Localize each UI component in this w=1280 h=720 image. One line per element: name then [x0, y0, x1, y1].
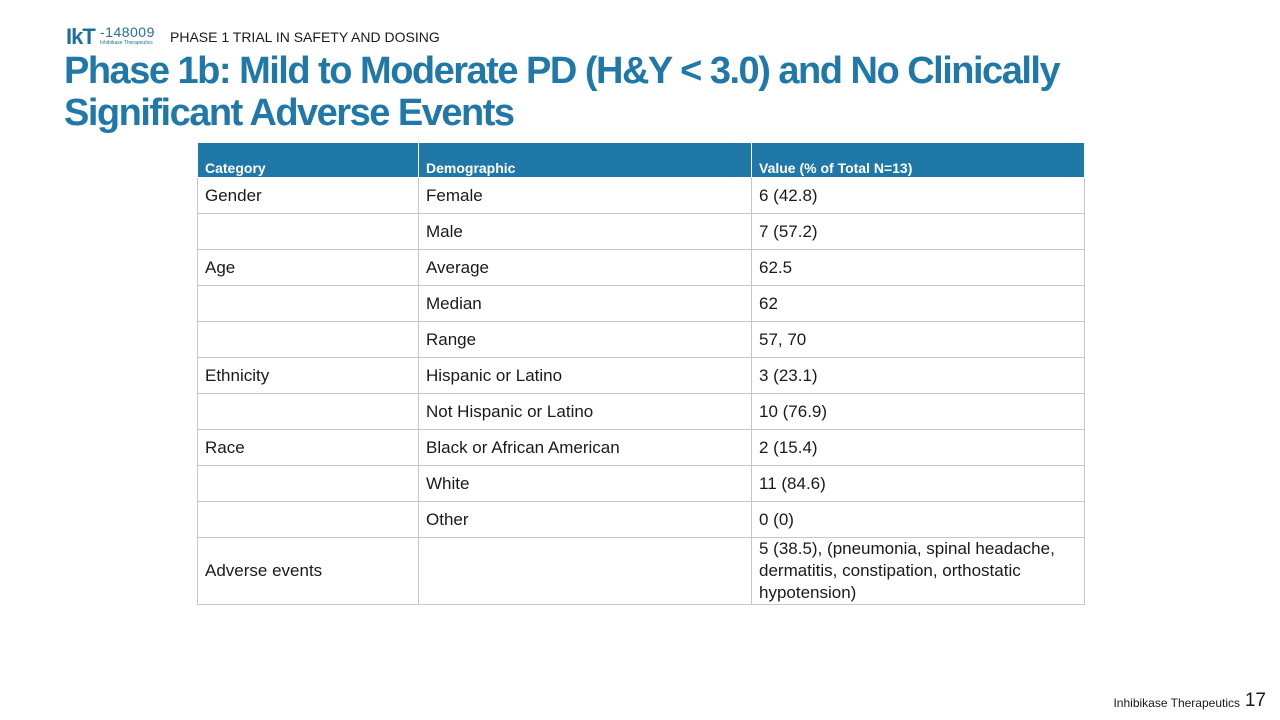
table-row: Race Black or African American 2 (15.4) — [197, 429, 1085, 466]
cell-category — [197, 285, 419, 322]
table-header-row: Category Demographic Value (% of Total N… — [197, 142, 1085, 178]
cell-category: Race — [197, 429, 419, 466]
cell-category: Adverse events — [197, 537, 419, 605]
cell-category — [197, 213, 419, 250]
cell-category — [197, 321, 419, 358]
cell-value: 2 (15.4) — [751, 429, 1085, 466]
header-value: Value (% of Total N=13) — [751, 142, 1085, 178]
table-row: Ethnicity Hispanic or Latino 3 (23.1) — [197, 357, 1085, 394]
cell-value: 5 (38.5), (pneumonia, spinal headache, d… — [751, 537, 1085, 605]
slide-title: Phase 1b: Mild to Moderate PD (H&Y < 3.0… — [64, 50, 1061, 134]
table-row: Other 0 (0) — [197, 501, 1085, 538]
logo-subtitle: Inhibikase Therapeutics — [100, 40, 153, 46]
cell-category: Ethnicity — [197, 357, 419, 394]
header-demographic: Demographic — [418, 142, 752, 178]
cell-demographic: Black or African American — [418, 429, 752, 466]
cell-value: 57, 70 — [751, 321, 1085, 358]
page-number: 17 — [1244, 690, 1266, 711]
cell-demographic: Range — [418, 321, 752, 358]
header-category: Category — [197, 142, 419, 178]
table-row: Not Hispanic or Latino 10 (76.9) — [197, 393, 1085, 430]
cell-demographic: Average — [418, 249, 752, 286]
cell-demographic: White — [418, 465, 752, 502]
table-row: Age Average 62.5 — [197, 249, 1085, 286]
cell-value: 11 (84.6) — [751, 465, 1085, 502]
cell-category: Gender — [197, 177, 419, 214]
cell-category: Age — [197, 249, 419, 286]
table-row: White 11 (84.6) — [197, 465, 1085, 502]
table-row: Gender Female 6 (42.8) — [197, 177, 1085, 214]
cell-demographic: Median — [418, 285, 752, 322]
cell-value: 10 (76.9) — [751, 393, 1085, 430]
table-row: Adverse events 5 (38.5), (pneumonia, spi… — [197, 537, 1085, 605]
cell-value: 0 (0) — [751, 501, 1085, 538]
table-row: Male 7 (57.2) — [197, 213, 1085, 250]
footer-brand: Inhibikase Therapeutics — [1113, 696, 1240, 710]
demographics-table: Category Demographic Value (% of Total N… — [197, 142, 1085, 605]
section-kicker: PHASE 1 TRIAL IN SAFETY AND DOSING — [170, 29, 440, 45]
cell-category — [197, 501, 419, 538]
table-row: Range 57, 70 — [197, 321, 1085, 358]
cell-value: 3 (23.1) — [751, 357, 1085, 394]
cell-value: 6 (42.8) — [751, 177, 1085, 214]
cell-demographic: Other — [418, 501, 752, 538]
table-row: Median 62 — [197, 285, 1085, 322]
cell-value: 62.5 — [751, 249, 1085, 286]
logo-mark: IkT — [66, 24, 96, 49]
cell-value: 7 (57.2) — [751, 213, 1085, 250]
cell-demographic: Female — [418, 177, 752, 214]
cell-category — [197, 393, 419, 430]
cell-demographic: Male — [418, 213, 752, 250]
logo-code: -148009 — [100, 24, 155, 40]
cell-demographic — [418, 537, 752, 605]
cell-demographic: Not Hispanic or Latino — [418, 393, 752, 430]
cell-category — [197, 465, 419, 502]
cell-demographic: Hispanic or Latino — [418, 357, 752, 394]
cell-value: 62 — [751, 285, 1085, 322]
